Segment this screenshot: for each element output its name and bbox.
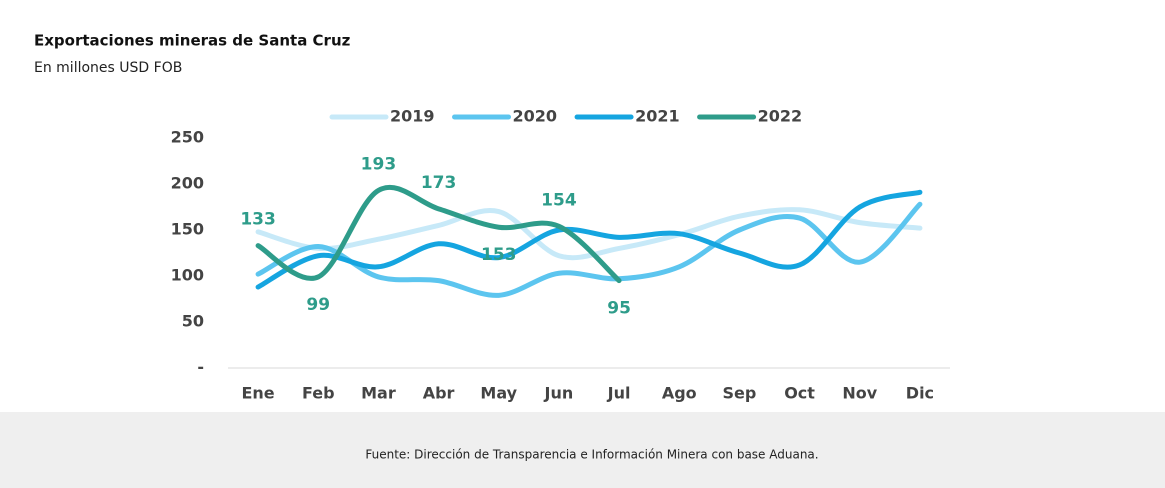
legend-label: 2021 xyxy=(635,107,680,126)
legend-label: 2022 xyxy=(758,107,803,126)
data-label: 95 xyxy=(607,299,631,319)
series-line xyxy=(255,184,622,284)
y-tick-label: 100 xyxy=(171,266,204,285)
x-tick-label: Ago xyxy=(662,384,697,403)
data-label: 133 xyxy=(240,210,276,230)
x-tick-label: Nov xyxy=(842,384,877,403)
legend-label: 2020 xyxy=(513,107,558,126)
chart-subtitle: En millones USD FOB xyxy=(34,60,182,76)
y-tick-label: 50 xyxy=(182,312,204,331)
data-label: 173 xyxy=(421,173,457,193)
x-tick-label: Ene xyxy=(241,384,274,403)
data-label: 153 xyxy=(481,245,517,265)
footer-band xyxy=(0,412,1165,488)
legend-label: 2019 xyxy=(390,107,435,126)
x-tick-label: Sep xyxy=(723,384,757,403)
source-note: Fuente: Dirección de Transparencia e Inf… xyxy=(365,448,818,462)
x-tick-label: Abr xyxy=(423,384,455,403)
y-tick-label: - xyxy=(197,358,204,377)
series-line xyxy=(255,189,923,290)
data-label: 99 xyxy=(306,295,330,315)
x-tick-label: Oct xyxy=(784,384,815,403)
y-tick-label: 250 xyxy=(171,128,204,147)
x-tick-label: Feb xyxy=(302,384,335,403)
x-tick-label: Jul xyxy=(607,384,631,403)
x-tick-label: May xyxy=(480,384,517,403)
x-tick-label: Dic xyxy=(906,384,934,403)
y-tick-label: 150 xyxy=(171,220,204,239)
data-label: 154 xyxy=(541,190,577,210)
series-line xyxy=(255,207,923,261)
data-label: 193 xyxy=(361,154,397,174)
x-tick-label: Jun xyxy=(544,384,574,403)
x-tick-label: Mar xyxy=(361,384,396,403)
chart-title: Exportaciones mineras de Santa Cruz xyxy=(34,32,351,50)
y-tick-label: 200 xyxy=(171,174,204,193)
series-line xyxy=(255,201,923,298)
